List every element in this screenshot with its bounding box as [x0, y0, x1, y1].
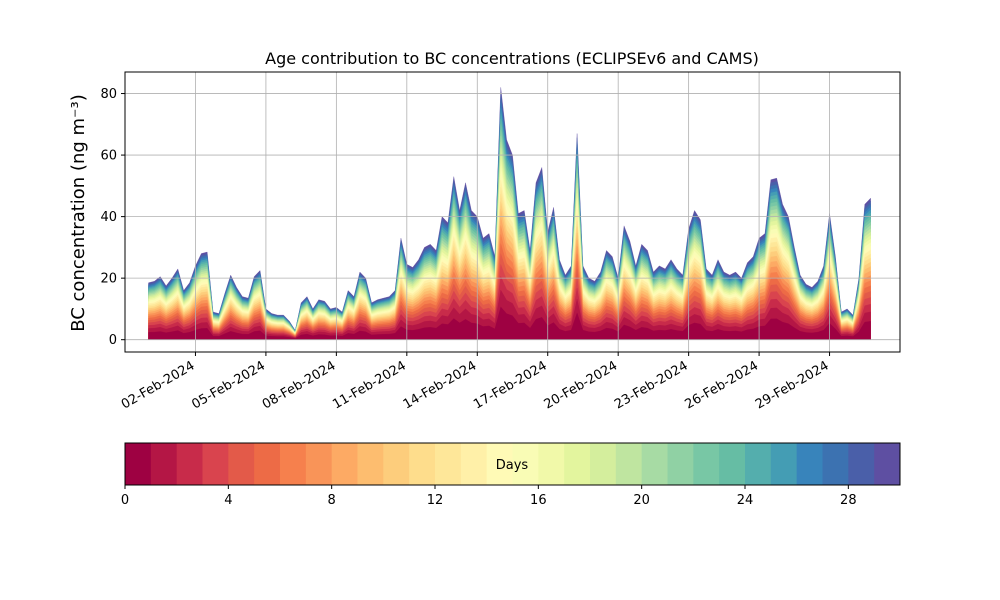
colorbar-label: Days	[496, 458, 529, 473]
colorbar-cell	[435, 443, 462, 485]
chart-title: Age contribution to BC concentrations (E…	[265, 49, 759, 68]
colorbar-frame	[124, 442, 901, 486]
colorbar-cell	[822, 443, 849, 485]
colorbar-cell	[693, 443, 720, 485]
colorbar-cell	[409, 443, 436, 485]
plot-frame	[124, 71, 901, 353]
colorbar-cells	[125, 443, 901, 485]
colorbar-cell	[667, 443, 694, 485]
colorbar-cell	[745, 443, 772, 485]
colorbar-tick-label: 16	[530, 493, 547, 508]
colorbar-cell	[564, 443, 591, 485]
y-tick-label: 80	[100, 87, 117, 102]
colorbar-cell	[331, 443, 358, 485]
colorbar-cell	[796, 443, 823, 485]
colorbar: Days 0 4 8 12 16 20 24 28	[121, 442, 901, 508]
colorbar-cell	[641, 443, 668, 485]
y-axis-label: BC concentration (ng m⁻³)	[68, 94, 89, 332]
age-bands	[148, 87, 871, 340]
colorbar-cell	[512, 443, 539, 485]
y-axis-ticks: 0 20 40 60 80	[100, 87, 125, 348]
colorbar-tick-label: 28	[840, 493, 857, 508]
colorbar-cell	[460, 443, 488, 485]
y-tick-label: 20	[100, 272, 117, 287]
colorbar-cell	[383, 443, 410, 485]
grid-lines	[125, 72, 900, 352]
y-tick-label: 40	[100, 210, 117, 225]
colorbar-ticks: 0 4 8 12 16 20 24 28	[121, 485, 857, 508]
colorbar-cell	[874, 443, 901, 485]
colorbar-tick-label: 8	[328, 493, 336, 508]
y-tick-label: 60	[100, 149, 117, 164]
colorbar-tick-label: 20	[633, 493, 650, 508]
colorbar-cell	[770, 443, 798, 485]
colorbar-tick-label: 12	[427, 493, 444, 508]
colorbar-cell	[357, 443, 384, 485]
colorbar-cell	[615, 443, 643, 485]
colorbar-cell	[719, 443, 746, 485]
colorbar-cell	[280, 443, 307, 485]
colorbar-cell	[176, 443, 203, 485]
colorbar-cell	[305, 443, 333, 485]
colorbar-cell	[590, 443, 617, 485]
colorbar-cell	[254, 443, 281, 485]
y-tick-label: 0	[109, 333, 117, 348]
colorbar-cell	[538, 443, 565, 485]
colorbar-cell	[486, 443, 513, 485]
colorbar-cell	[150, 443, 178, 485]
colorbar-cell	[202, 443, 229, 485]
colorbar-tick-label: 24	[737, 493, 754, 508]
colorbar-cell	[125, 443, 152, 485]
colorbar-tick-label: 4	[224, 493, 232, 508]
colorbar-cell	[848, 443, 875, 485]
colorbar-cell	[228, 443, 255, 485]
colorbar-tick-label: 0	[121, 493, 129, 508]
